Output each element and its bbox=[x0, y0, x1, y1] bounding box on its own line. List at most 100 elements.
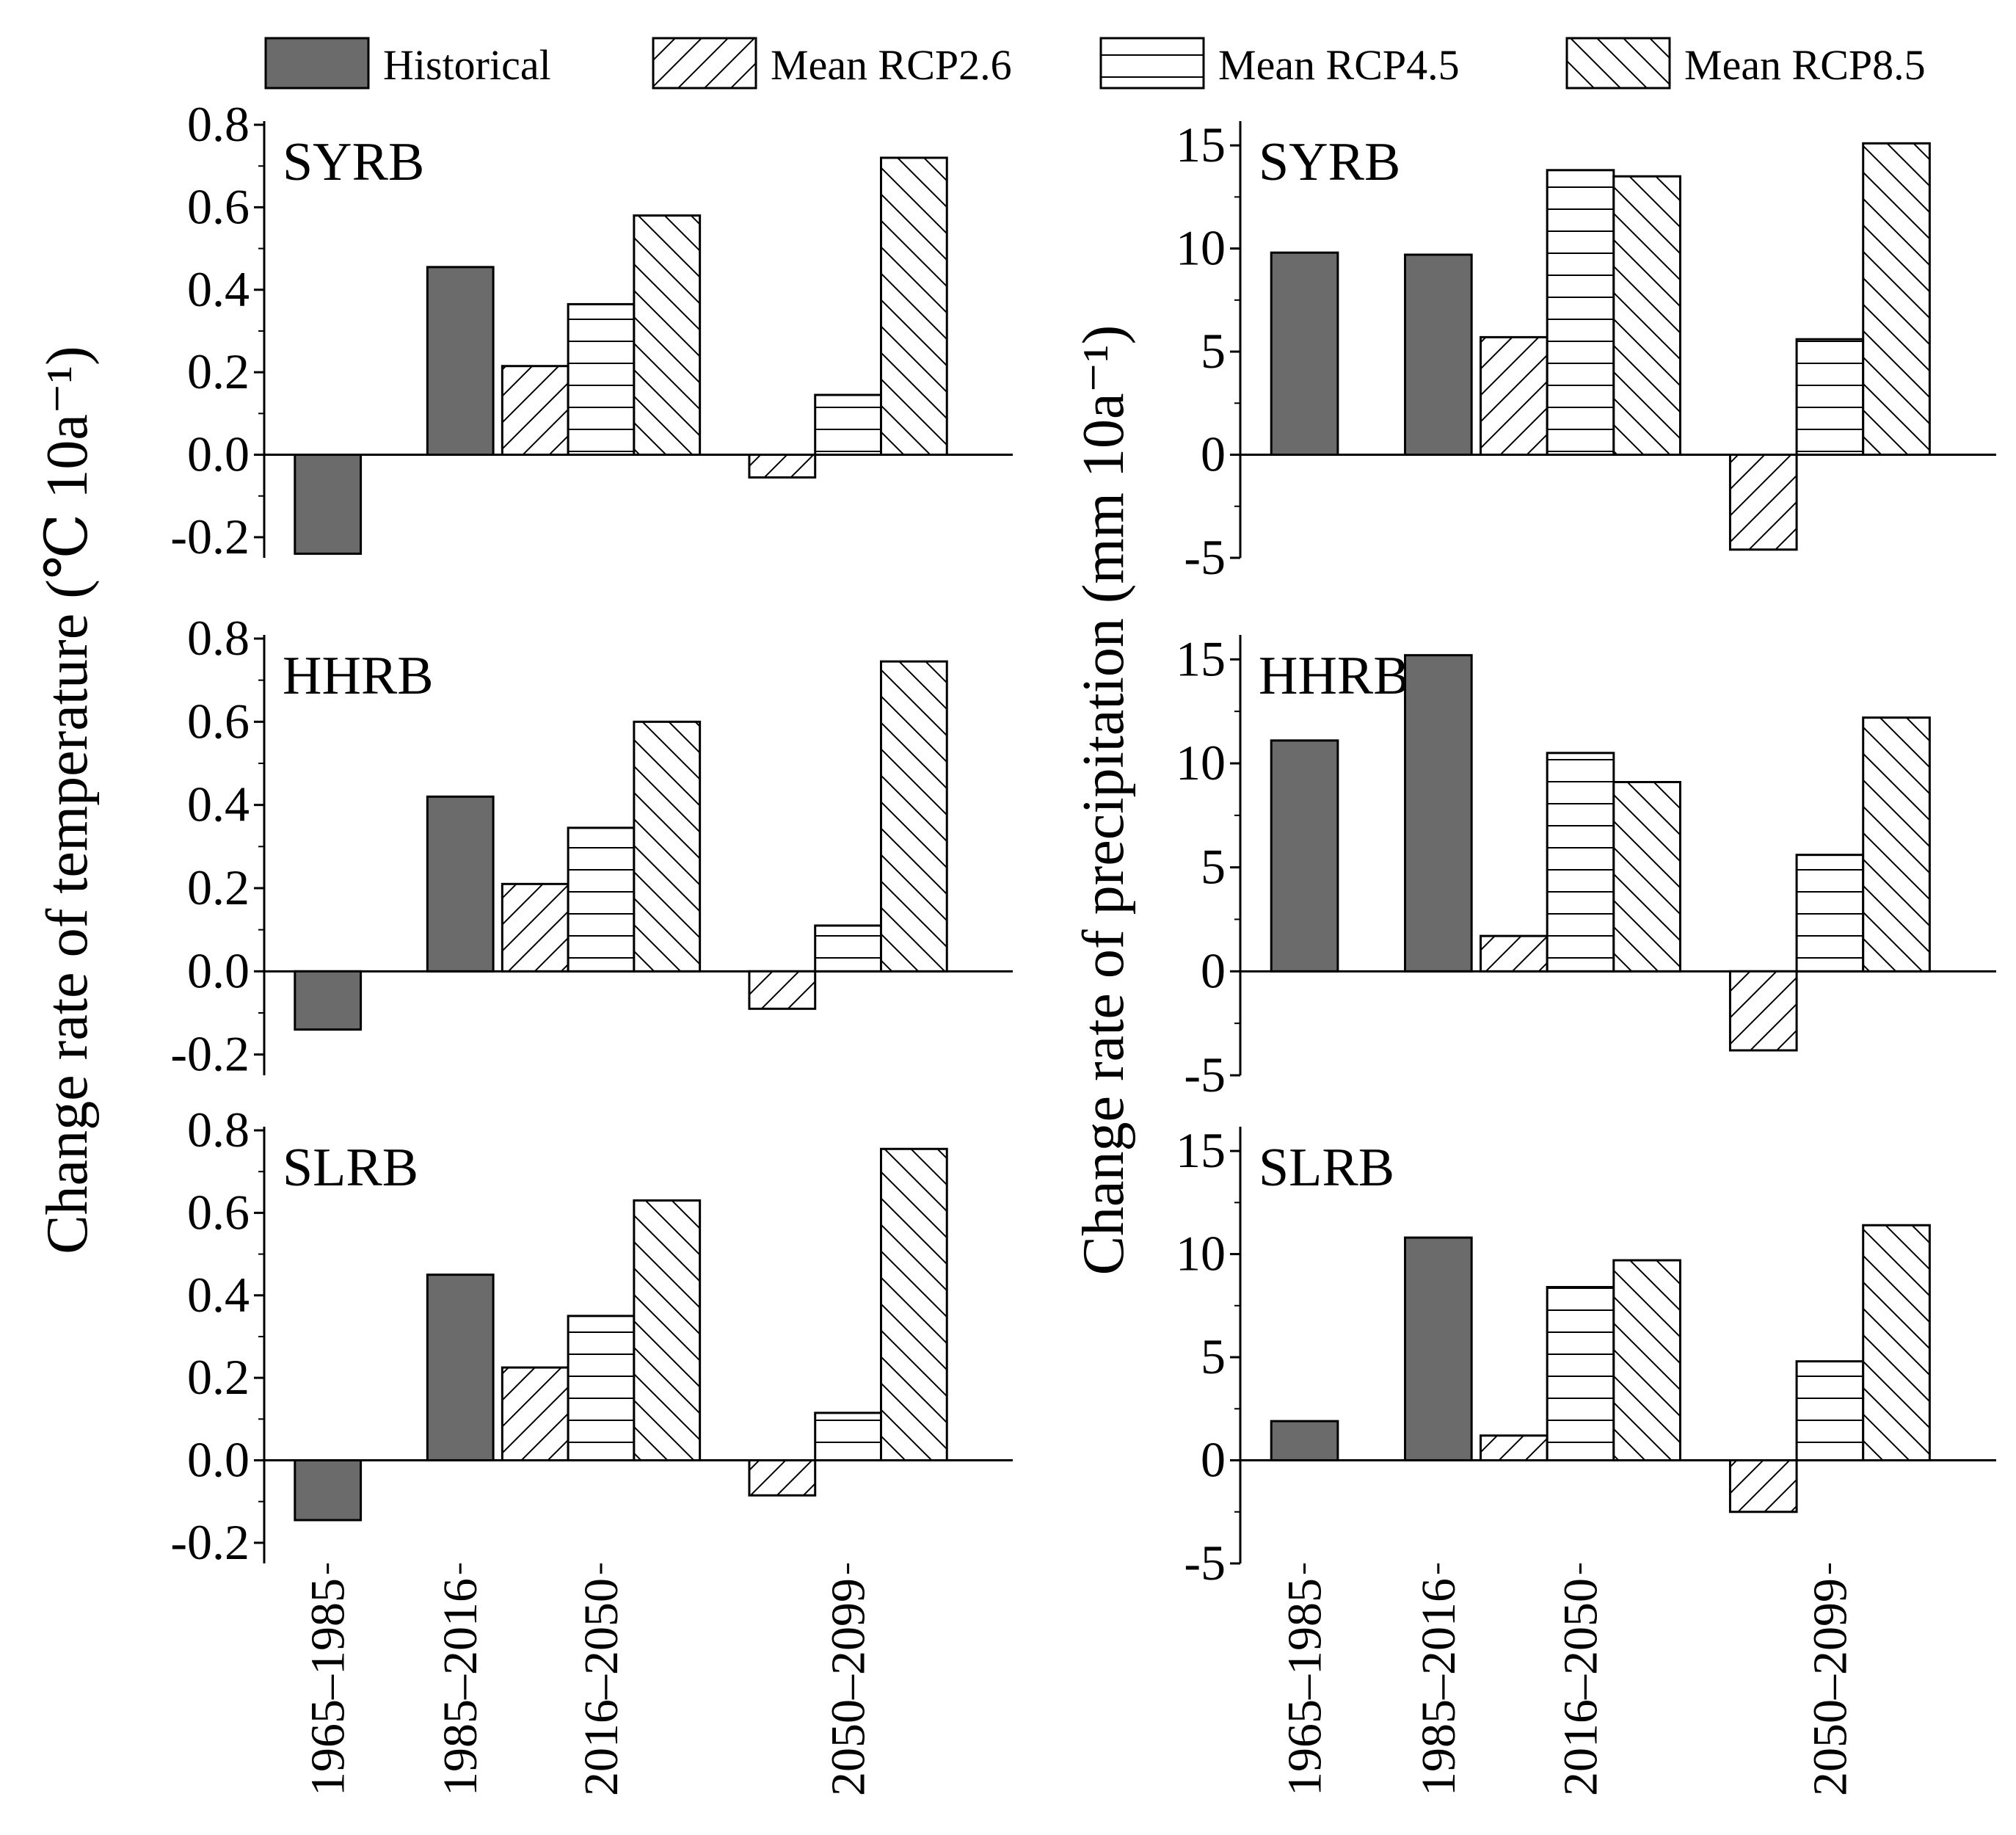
bar-historical-1 bbox=[1404, 253, 1473, 457]
bar-rcp26-0 bbox=[501, 1366, 569, 1462]
y-tick-label: -0.2 bbox=[170, 1514, 250, 1570]
y-tick-label: 15 bbox=[1176, 117, 1226, 172]
bar-rcp85-0 bbox=[633, 214, 702, 457]
y-tick-label: 0 bbox=[1201, 1432, 1226, 1488]
bar-rcp26-0 bbox=[501, 882, 569, 973]
bar-historical-0 bbox=[294, 454, 363, 555]
y-tick-label: 0.2 bbox=[187, 1349, 250, 1405]
bar-rcp85-1 bbox=[879, 156, 948, 457]
bar-rcp45-1 bbox=[1795, 1360, 1865, 1462]
panels: 0.8 0.6 0.4 0.2 0.0 -0.2 SYRB 0.8 0.6 0.4 0.2 0.0 -0… bbox=[170, 96, 1996, 1591]
panel-label: SLRB bbox=[1259, 1138, 1394, 1198]
bar-historical-1 bbox=[426, 795, 495, 973]
bar-rcp26-1 bbox=[1728, 454, 1798, 551]
panel-hhrb-temperature: 0.8 0.6 0.4 0.2 0.0 -0.2 HHRB bbox=[170, 610, 1013, 1082]
y-tick-label: -0.2 bbox=[170, 1026, 250, 1082]
x-category-labels: 1965–1985 1985–2016 2016–2050 2050–2099 1965… bbox=[302, 1578, 1857, 1796]
legend-swatch-rcp45 bbox=[1099, 37, 1205, 90]
bar-rcp85-1 bbox=[879, 1147, 948, 1462]
panel-label: HHRB bbox=[1259, 646, 1410, 706]
x-category-label: 2016–2050 bbox=[1554, 1578, 1608, 1796]
bar-rcp45-1 bbox=[814, 924, 882, 973]
legend: Historical Mean RCP2.6 Mean RCP4.5 Mean RCP… bbox=[264, 37, 1926, 90]
bar-rcp45-0 bbox=[567, 1315, 636, 1462]
y-tick-label: 0.4 bbox=[187, 1267, 250, 1323]
y-axis-title-temperature: Change rate of temperature (℃ 10a⁻¹) bbox=[35, 346, 100, 1254]
y-tick-label: -5 bbox=[1184, 529, 1226, 585]
bar-rcp26-0 bbox=[1480, 335, 1549, 457]
bar-rcp26-1 bbox=[1728, 1459, 1798, 1514]
bar-historical-1 bbox=[1404, 654, 1473, 973]
y-tick-label: -5 bbox=[1184, 1535, 1226, 1591]
y-tick-label: 5 bbox=[1201, 1329, 1226, 1384]
bar-rcp45-1 bbox=[1795, 854, 1865, 973]
bar-historical-0 bbox=[1270, 739, 1339, 973]
bar-rcp85-1 bbox=[879, 660, 948, 973]
bar-rcp26-1 bbox=[748, 970, 817, 1010]
y-tick-label: 15 bbox=[1176, 1122, 1226, 1178]
y-tick-label: 5 bbox=[1201, 839, 1226, 895]
y-tick-label: 0.0 bbox=[187, 426, 250, 482]
bar-rcp85-0 bbox=[633, 720, 702, 973]
y-tick-label: 10 bbox=[1176, 735, 1226, 791]
legend-swatch-rcp26 bbox=[652, 37, 757, 90]
bar-rcp45-1 bbox=[814, 1411, 882, 1462]
bar-rcp85-0 bbox=[633, 1199, 702, 1462]
bar-historical-1 bbox=[1404, 1236, 1473, 1462]
x-category-label: 1965–1985 bbox=[1278, 1578, 1332, 1796]
y-tick-label: 0.6 bbox=[187, 693, 250, 749]
bar-rcp85-1 bbox=[1862, 1224, 1931, 1462]
x-category-label: 1965–1985 bbox=[302, 1578, 355, 1796]
panel-hhrb-precipitation: 15 10 5 0 -5 HHRB bbox=[1176, 631, 1996, 1102]
bar-historical-0 bbox=[1270, 251, 1339, 457]
bar-rcp26-0 bbox=[1480, 934, 1549, 973]
y-tick-label: 0.4 bbox=[187, 777, 250, 832]
y-tick-label: 0.2 bbox=[187, 344, 250, 399]
y-tick-label: 5 bbox=[1201, 323, 1226, 379]
bar-rcp45-0 bbox=[567, 302, 636, 457]
panel-label: SYRB bbox=[1259, 132, 1400, 192]
bar-rcp45-0 bbox=[1546, 169, 1615, 457]
legend-swatch-historical bbox=[264, 37, 370, 90]
y-tick-label: 0.6 bbox=[187, 1184, 250, 1240]
bar-rcp85-1 bbox=[1862, 716, 1931, 973]
y-tick-label: 10 bbox=[1176, 1226, 1226, 1282]
x-category-label: 2016–2050 bbox=[575, 1578, 628, 1796]
bar-rcp85-0 bbox=[1612, 175, 1681, 457]
panel-label: SYRB bbox=[283, 132, 424, 192]
bar-rcp45-1 bbox=[1795, 338, 1865, 457]
y-tick-label: 0.0 bbox=[187, 1432, 250, 1488]
bar-rcp26-1 bbox=[1728, 970, 1798, 1052]
y-tick-label: 0.6 bbox=[187, 178, 250, 234]
y-tick-label: 0 bbox=[1201, 942, 1226, 998]
x-category-label: 2050–2099 bbox=[1803, 1578, 1857, 1796]
panel-syrb-temperature: 0.8 0.6 0.4 0.2 0.0 -0.2 SYRB bbox=[170, 96, 1013, 564]
y-tick-label: 0.8 bbox=[187, 96, 250, 152]
axis-titles: Change rate of temperature (℃ 10a⁻¹) Cha… bbox=[35, 325, 1136, 1276]
bar-rcp45-0 bbox=[1546, 1286, 1615, 1462]
bar-rcp26-0 bbox=[501, 365, 569, 457]
x-category-label: 2050–2099 bbox=[822, 1578, 876, 1796]
bar-historical-0 bbox=[294, 970, 363, 1031]
legend-swatch-rcp85 bbox=[1565, 37, 1671, 90]
bar-historical-0 bbox=[1270, 1420, 1339, 1462]
bar-historical-1 bbox=[426, 1273, 495, 1462]
y-tick-label: 0.4 bbox=[187, 261, 250, 317]
y-tick-label: 0.8 bbox=[187, 1102, 250, 1158]
y-tick-label: 0.0 bbox=[187, 942, 250, 998]
panel-slrb-temperature: 0.8 0.6 0.4 0.2 0.0 -0.2 SLRB bbox=[170, 1102, 1013, 1574]
bar-rcp45-0 bbox=[1546, 752, 1615, 973]
bar-rcp45-0 bbox=[567, 826, 636, 973]
legend-label-rcp45: Mean RCP4.5 bbox=[1218, 41, 1460, 89]
y-tick-label: 0.8 bbox=[187, 610, 250, 666]
legend-label-historical: Historical bbox=[383, 41, 551, 89]
y-tick-label: 10 bbox=[1176, 220, 1226, 276]
bar-rcp26-1 bbox=[748, 454, 817, 479]
y-tick-label: -0.2 bbox=[170, 509, 250, 564]
bar-historical-0 bbox=[294, 1459, 363, 1522]
panel-label: SLRB bbox=[283, 1138, 418, 1198]
y-tick-label: 15 bbox=[1176, 631, 1226, 686]
x-category-label: 1985–2016 bbox=[434, 1578, 487, 1796]
